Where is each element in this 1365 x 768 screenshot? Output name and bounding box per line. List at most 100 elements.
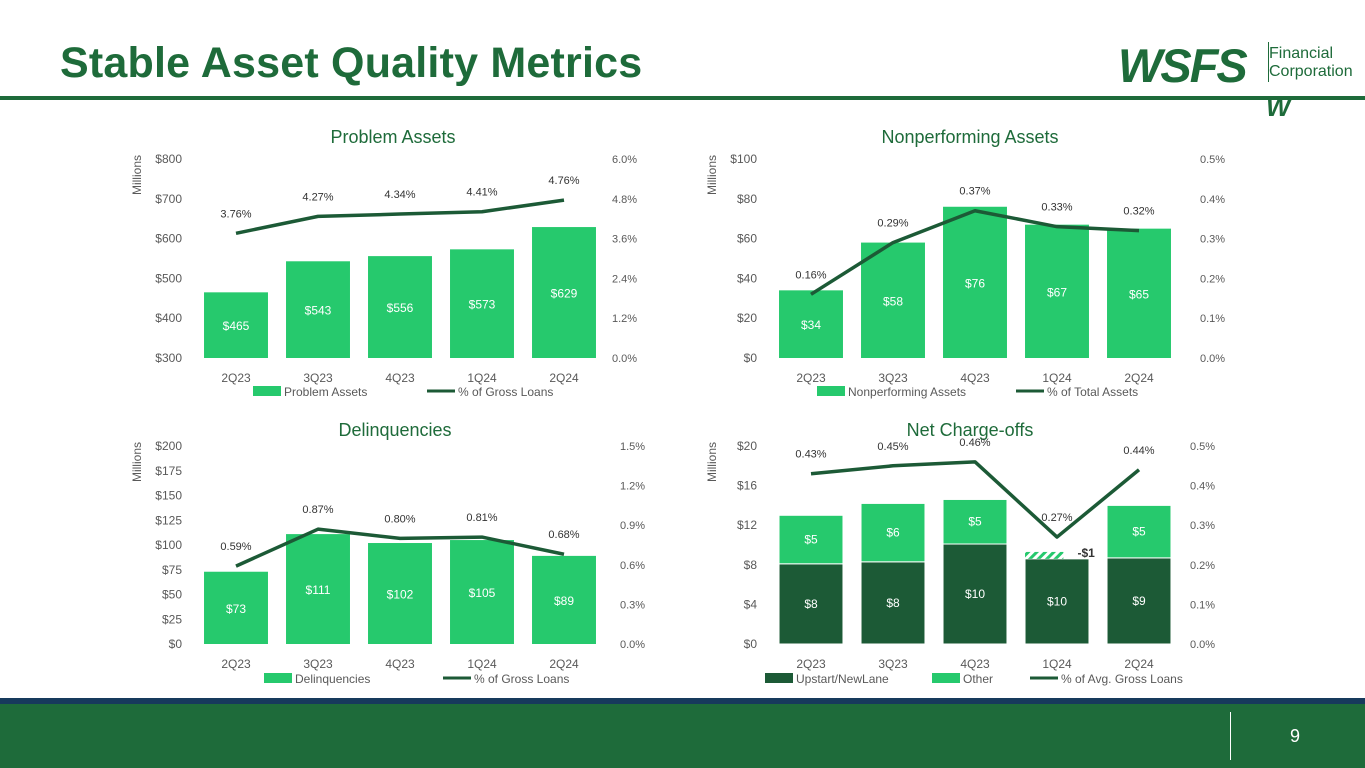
delinquencies-bar [286, 534, 350, 644]
nonperforming-bar-label: $67 [1047, 285, 1067, 299]
chargeoffs-title: Net Charge-offs [907, 420, 1034, 440]
nonperforming-line-label: 0.37% [959, 186, 990, 198]
charts-canvas: Problem Assets Millions $300 $400 $500 $600 $7… [130, 127, 1225, 686]
problem-xtick: 2Q23 [221, 371, 251, 385]
chargeoffs-ytick: $4 [744, 597, 758, 611]
chargeoffs-line-label: 0.45% [877, 441, 908, 453]
chargeoffs-line-label: 0.46% [959, 437, 990, 449]
page-number: 9 [1289, 726, 1300, 746]
nonperforming-xtick: 3Q23 [878, 371, 908, 385]
chargeoffs-bar-other-negative [1025, 551, 1064, 559]
problem-xtick: 4Q23 [385, 371, 415, 385]
chargeoffs-bar-other-label: $5 [968, 515, 982, 529]
chargeoffs-bar-upstart [778, 563, 844, 645]
delinquencies-ytick: $150 [155, 489, 182, 503]
logo-wordmark: WSFS [1118, 39, 1248, 92]
problem-y2tick: 1.2% [612, 313, 637, 325]
chargeoffs-xtick: 4Q23 [960, 657, 990, 671]
chargeoffs-legend-swatch [932, 673, 960, 683]
problem-line-label: 4.34% [384, 189, 415, 201]
nonperforming-ytick: $60 [737, 232, 757, 246]
chargeoffs-xtick: 2Q23 [796, 657, 826, 671]
delinquencies-bar-label: $105 [469, 586, 496, 600]
chargeoffs-y2tick: 0.3% [1190, 520, 1215, 532]
problem-legend-label: Problem Assets [284, 385, 367, 399]
chargeoffs-line-label: 0.43% [795, 449, 826, 461]
problem-ytick: $800 [155, 152, 182, 166]
delinquencies-bar [450, 540, 514, 644]
delinquencies-ylabel: Millions [130, 442, 144, 482]
delinquencies-bar-label: $89 [554, 594, 574, 608]
delinquencies-line-label: 0.80% [384, 513, 415, 525]
chargeoffs-bar-upstart-label: $10 [965, 587, 985, 601]
chargeoffs-y2tick: 0.5% [1190, 441, 1215, 453]
delinquencies-y2tick: 0.9% [620, 520, 645, 532]
delinquencies-line-label: 0.87% [302, 504, 333, 516]
logo-underline [1275, 98, 1353, 100]
problem-ytick: $700 [155, 192, 182, 206]
problem-ytick: $600 [155, 232, 182, 246]
nonperforming-y2tick: 0.3% [1200, 234, 1225, 246]
nonperforming-xtick: 4Q23 [960, 371, 990, 385]
logo-subtitle: Financial Corporation [1269, 45, 1353, 81]
problem-xtick: 2Q24 [549, 371, 579, 385]
delinquencies-ytick: $200 [155, 439, 182, 453]
problem-bar [368, 256, 432, 358]
delinquencies-legend-label: Delinquencies [295, 672, 370, 686]
chargeoffs-legend-label: Upstart/NewLane [796, 672, 889, 686]
nonperforming-bar [861, 242, 925, 358]
problem-line [235, 198, 565, 236]
chargeoffs-bar-other-label: $6 [886, 526, 900, 540]
problem-xtick: 1Q24 [467, 371, 497, 385]
delinquencies-legend-label: % of Gross Loans [474, 672, 569, 686]
nonperforming-y2tick: 0.5% [1200, 154, 1225, 166]
nonperforming-ytick: $20 [737, 311, 757, 325]
delinquencies-line-label: 0.59% [220, 541, 251, 553]
chargeoffs-bar-other [860, 502, 926, 563]
chargeoffs-ytick: $8 [744, 558, 758, 572]
nonperforming-ylabel: Millions [705, 155, 719, 195]
nonperforming-ytick: $100 [730, 152, 757, 166]
problem-line-label: 4.76% [548, 175, 579, 187]
chargeoffs-y2tick: 0.1% [1190, 599, 1215, 611]
chargeoffs-y2tick: 0.2% [1190, 560, 1215, 572]
problem-y2tick: 6.0% [612, 154, 637, 166]
problem-y2tick: 4.8% [612, 194, 637, 206]
chargeoffs-ytick: $16 [737, 479, 757, 493]
nonperforming-bar [779, 290, 843, 358]
problem-legend-swatch [253, 386, 281, 396]
nonperforming-line-label: 0.16% [795, 269, 826, 281]
nonperforming-line-label: 0.33% [1041, 202, 1072, 214]
nonperforming-ytick: $40 [737, 271, 757, 285]
nonperforming-legend-swatch [817, 386, 845, 396]
chargeoffs-ytick: $0 [744, 637, 758, 651]
delinquencies-ytick: $50 [162, 588, 182, 602]
delinquencies-y2tick: 0.0% [620, 639, 645, 651]
delinquencies-y2tick: 1.2% [620, 481, 645, 493]
chargeoffs-bar-upstart-label: $9 [1132, 594, 1146, 608]
delinquencies-line [235, 527, 565, 568]
chargeoffs-ytick: $20 [737, 439, 757, 453]
delinquencies-xtick: 2Q23 [221, 657, 251, 671]
chargeoffs-bar-other [942, 498, 1008, 545]
delinquencies-xtick: 2Q24 [549, 657, 579, 671]
problem-bar-label: $543 [305, 304, 332, 318]
nonperforming-xtick: 1Q24 [1042, 371, 1072, 385]
title-divider [0, 96, 1365, 100]
delinquencies-ytick: $175 [155, 464, 182, 478]
chargeoffs-bar-upstart [942, 543, 1008, 645]
nonperforming-y2tick: 0.4% [1200, 194, 1225, 206]
chargeoffs-xtick: 1Q24 [1042, 657, 1072, 671]
nonperforming-ytick: $80 [737, 192, 757, 206]
nonperforming-line [810, 208, 1140, 296]
nonperforming-legend-label: % of Total Assets [1047, 385, 1138, 399]
delinquencies-line-label: 0.68% [548, 529, 579, 541]
chargeoffs-bar-other [778, 514, 844, 565]
nonperforming-line-label: 0.32% [1123, 206, 1154, 218]
footer: 9 [0, 704, 1365, 768]
chargeoffs-bar-other [1106, 504, 1172, 559]
delinquencies-legend-swatch [264, 673, 292, 683]
delinquencies-ytick: $0 [169, 637, 183, 651]
chargeoffs-legend-label: Other [963, 672, 993, 686]
delinquencies-y2tick: 1.5% [620, 441, 645, 453]
